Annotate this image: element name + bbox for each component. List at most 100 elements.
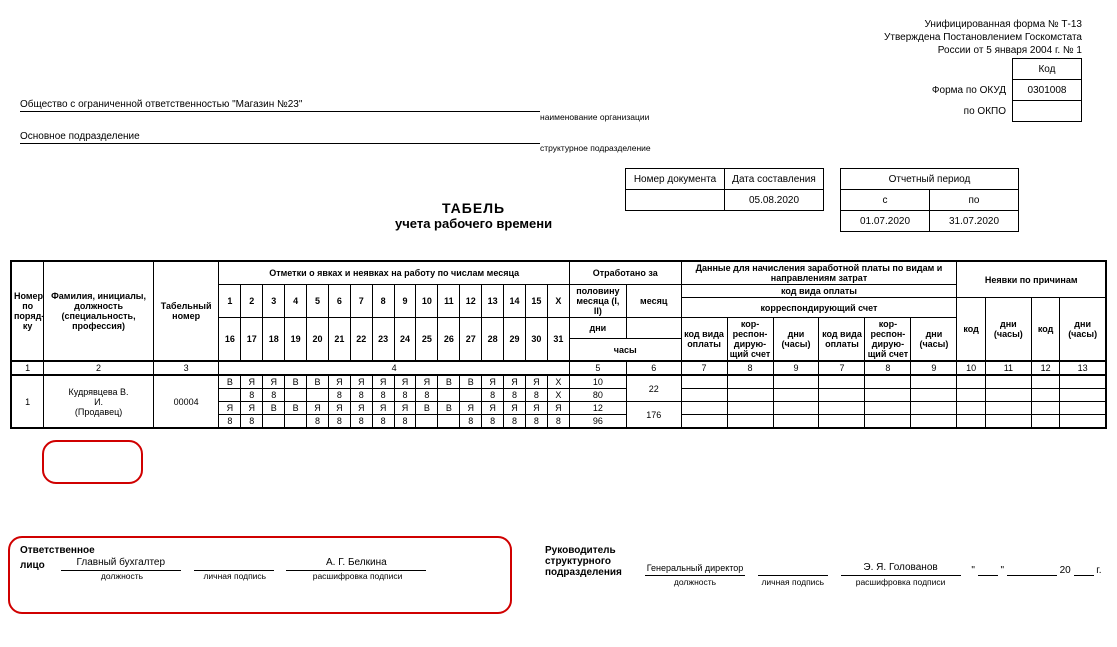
right-signature: [758, 561, 828, 576]
h2-15: 8: [547, 415, 569, 429]
half2-days: 12: [569, 402, 626, 415]
h1-6: 8: [350, 389, 372, 402]
right-label-1: Руководитель: [545, 545, 616, 556]
h-half: половину месяца (I, II): [569, 285, 626, 318]
h-abs-c4: дни (часы): [1060, 298, 1106, 362]
h-d23: 23: [372, 318, 394, 362]
title-block: ТАБЕЛЬ учета рабочего времени: [395, 200, 552, 231]
h-pay: Данные для начисления заработной платы п…: [681, 261, 957, 285]
subdivision-caption: структурное подразделение: [540, 143, 651, 153]
m1-6: Я: [350, 375, 372, 389]
m2-12: Я: [482, 402, 504, 415]
month-days: 22: [626, 375, 681, 402]
okud-value: 0301008: [1013, 80, 1082, 101]
h-tabno: Табельный номер: [153, 261, 219, 361]
right-position: Генеральный директор: [645, 561, 745, 576]
nr-9: 9: [773, 361, 819, 375]
m2-7: Я: [372, 402, 394, 415]
h2-5: 8: [328, 415, 350, 429]
nr-12: 12: [1031, 361, 1059, 375]
nr-13: 13: [1060, 361, 1106, 375]
m1-10: В: [438, 375, 460, 389]
h-d9: 9: [394, 285, 416, 318]
nr-8: 8: [727, 361, 773, 375]
h2-12: 8: [482, 415, 504, 429]
h-pc1b: код вида оплаты: [819, 318, 865, 362]
h-d20: 20: [307, 318, 329, 362]
left-position: Главный бухгалтер: [61, 556, 181, 571]
period-to-value: 31.07.2020: [930, 211, 1019, 232]
subdivision-name: Основное подразделение: [20, 131, 540, 144]
h-pc1a: код вида оплаты: [681, 318, 727, 362]
date-day: [978, 561, 998, 576]
m2-4: Я: [307, 402, 329, 415]
okpo-label: по ОКПО: [912, 101, 1013, 122]
m2-14: Я: [525, 402, 547, 415]
h-num: Номер по поряд-ку: [11, 261, 44, 361]
h-d13: 13: [482, 285, 504, 318]
h2-9: [416, 415, 438, 429]
h-d15: 15: [525, 285, 547, 318]
h1-10: [438, 389, 460, 402]
h-d4: 4: [285, 285, 307, 318]
h-d18: 18: [263, 318, 285, 362]
nr-3: 3: [153, 361, 219, 375]
m2-9: В: [416, 402, 438, 415]
highlight-circle-name: [42, 440, 143, 484]
docnum-v2: 05.08.2020: [725, 190, 824, 211]
h-d16: 16: [219, 318, 241, 362]
form-header-right: Унифицированная форма № Т-13 Утверждена …: [884, 18, 1082, 57]
h2-2: [263, 415, 285, 429]
m1-12: Я: [482, 375, 504, 389]
h1-14: 8: [525, 389, 547, 402]
emp-name: Кудрявцева В. И. (Продавец): [44, 375, 153, 428]
h-d27: 27: [460, 318, 482, 362]
h-d22: 22: [350, 318, 372, 362]
nr-1: 1: [11, 361, 44, 375]
title-line-2: учета рабочего времени: [395, 216, 552, 231]
m2-1: Я: [241, 402, 263, 415]
h-d8: 8: [372, 285, 394, 318]
date-year-suf: [1074, 561, 1094, 576]
m1-11: В: [460, 375, 482, 389]
h-d28: 28: [482, 318, 504, 362]
h1-7: 8: [372, 389, 394, 402]
nr-5: 5: [569, 361, 626, 375]
h-d17: 17: [241, 318, 263, 362]
half1-hours: 80: [569, 389, 626, 402]
nr-9b: 9: [911, 361, 957, 375]
m2-10: В: [438, 402, 460, 415]
docnum-table: Номер документа Дата составления 05.08.2…: [625, 168, 824, 211]
h-fio: Фамилия, инициалы, должность (специально…: [44, 261, 153, 361]
org-caption: наименование организации: [540, 112, 649, 122]
m2-3: В: [285, 402, 307, 415]
h-d5: 5: [307, 285, 329, 318]
h-d7: 7: [350, 285, 372, 318]
m1-13: Я: [504, 375, 526, 389]
date-g: г.: [1096, 565, 1101, 576]
h-d21: 21: [328, 318, 350, 362]
cap-dec-l: расшифровка подписи: [288, 571, 428, 581]
m2-2: В: [263, 402, 285, 415]
h-d3: 3: [263, 285, 285, 318]
left-label-2: лицо: [20, 560, 58, 571]
h-worked: Отработано за: [569, 261, 681, 285]
emp-num: 1: [11, 375, 44, 428]
h-d6: 6: [328, 285, 350, 318]
m1-4: В: [307, 375, 329, 389]
right-decode: Э. Я. Голованов: [841, 561, 961, 576]
emp-tabno: 00004: [153, 375, 219, 428]
period-to-label: по: [930, 190, 1019, 211]
h-abs-c3: код: [1031, 298, 1059, 362]
m1-1: Я: [241, 375, 263, 389]
m2-6: Я: [350, 402, 372, 415]
h-abs-c2: дни (часы): [985, 298, 1031, 362]
h1-11: [460, 389, 482, 402]
h1-1: 8: [241, 389, 263, 402]
nr-7b: 7: [819, 361, 865, 375]
month-hours: 176: [626, 402, 681, 429]
code-head: Код: [1013, 59, 1082, 80]
org-name: Общество с ограниченной ответственностью…: [20, 99, 540, 112]
h-corr: корреспондирующий счет: [681, 298, 957, 318]
h-d12: 12: [460, 285, 482, 318]
